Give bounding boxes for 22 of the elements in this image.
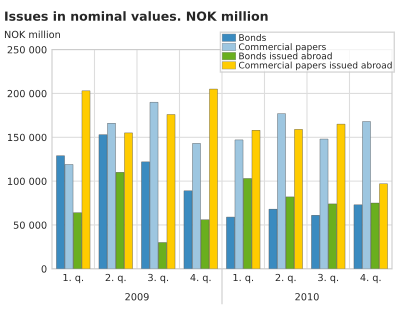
y-tick-label: 50 000	[14, 221, 46, 229]
x-tick-label: 3. q.	[148, 274, 168, 284]
y-tick-label: 0	[42, 265, 46, 273]
x-tick-label: 1. q.	[234, 274, 254, 284]
x-tick-label: 3. q.	[318, 274, 338, 284]
y-axis-title: NOK million	[4, 30, 60, 38]
y-tick-label: 200 000	[8, 90, 46, 98]
y-tick-label: 250 000	[8, 46, 46, 54]
legend-label: Commercial papers	[238, 43, 326, 52]
chart-title: Issues in nominal values. NOK million	[5, 11, 268, 21]
x-tick-label: 4. q.	[190, 274, 211, 284]
x-tick-label: 1. q.	[64, 274, 84, 284]
y-tick-label: 100 000	[8, 178, 46, 185]
legend-label: Commercial papers issued abroad	[238, 62, 392, 70]
legend-label: Bonds issued abroad	[239, 52, 332, 60]
x-tick-label: 4. q.	[360, 274, 381, 284]
x-tick-label: 2. q.	[106, 274, 126, 284]
y-tick-label: 150 000	[8, 134, 46, 142]
text: 2009	[125, 293, 149, 300]
legend-label: Bonds	[239, 34, 266, 41]
text: 2010	[295, 293, 319, 300]
x-tick-label: 2. q.	[276, 274, 296, 284]
